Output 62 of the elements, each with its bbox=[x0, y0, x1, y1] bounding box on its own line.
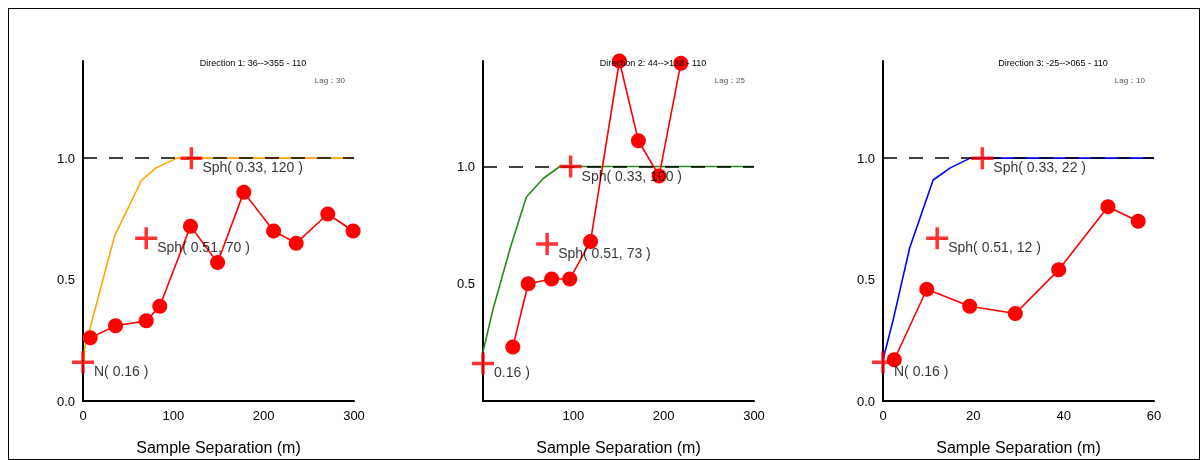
x-axis-title: Sample Separation (m) bbox=[136, 438, 301, 456]
y-tick-label: 0.5 bbox=[856, 272, 875, 288]
x-tick-label: 20 bbox=[966, 408, 981, 423]
x-axis-title: Sample Separation (m) bbox=[936, 438, 1101, 456]
annotation: 0.16 ) bbox=[494, 364, 530, 381]
y-tick-label: 0.0 bbox=[856, 393, 875, 409]
x-tick-label: 60 bbox=[1146, 408, 1162, 423]
annotation: Sph( 0.51, 12 ) bbox=[948, 239, 1041, 256]
point bbox=[926, 227, 949, 250]
y-tick-label: 1.0 bbox=[856, 150, 875, 166]
point bbox=[1007, 306, 1023, 322]
point bbox=[536, 232, 559, 255]
point bbox=[1130, 213, 1146, 229]
point bbox=[919, 281, 935, 297]
annotation: Sph( 0.33, 120 ) bbox=[202, 159, 303, 176]
point bbox=[1100, 199, 1116, 215]
point bbox=[345, 223, 361, 239]
point bbox=[1051, 262, 1067, 278]
point bbox=[183, 218, 198, 234]
y-tick-label: 1.0 bbox=[456, 159, 475, 175]
point bbox=[180, 147, 203, 170]
chart-title: Direction 1: 36-->355 - 110 bbox=[199, 57, 307, 68]
y-tick-label: 0.5 bbox=[456, 276, 475, 292]
point bbox=[520, 276, 536, 292]
x-tick-label: 0 bbox=[79, 408, 87, 423]
x-tick-label: 100 bbox=[562, 408, 585, 423]
point bbox=[152, 298, 168, 314]
x-axis-title: Sample Separation (m) bbox=[536, 438, 701, 456]
point bbox=[962, 298, 978, 314]
point bbox=[630, 133, 646, 149]
point bbox=[108, 318, 124, 334]
x-tick-label: 100 bbox=[162, 408, 185, 423]
x-tick-label: 40 bbox=[1056, 408, 1071, 423]
point bbox=[236, 184, 252, 200]
point bbox=[505, 339, 521, 355]
annotation: N( 0.16 ) bbox=[894, 363, 949, 380]
x-tick-label: 300 bbox=[743, 408, 765, 423]
x-tick-label: 0 bbox=[879, 408, 887, 423]
point bbox=[544, 271, 560, 287]
chart-title: Direction 3: -25-->065 - 110 bbox=[998, 57, 1108, 68]
y-tick-label: 1.0 bbox=[56, 150, 75, 166]
point bbox=[210, 255, 226, 271]
point bbox=[135, 227, 158, 250]
point bbox=[472, 352, 494, 375]
y-tick-label: 0.0 bbox=[56, 393, 75, 409]
annotation: N( 0.16 ) bbox=[94, 363, 149, 380]
point bbox=[82, 330, 98, 346]
point bbox=[971, 147, 994, 170]
annotation: Sph( 0.33, 22 ) bbox=[993, 159, 1086, 176]
point bbox=[72, 351, 94, 374]
point bbox=[138, 313, 154, 329]
text: Lag：25 bbox=[714, 75, 746, 85]
y-tick-label: 0.5 bbox=[56, 272, 75, 288]
x-tick-label: 200 bbox=[652, 408, 675, 423]
point bbox=[266, 223, 282, 239]
point bbox=[562, 271, 578, 287]
text: Lag：30 bbox=[314, 75, 346, 85]
point bbox=[320, 206, 336, 222]
point bbox=[288, 235, 304, 251]
text: Lag：10 bbox=[1114, 75, 1146, 85]
x-tick-label: 200 bbox=[252, 408, 275, 423]
x-tick-label: 300 bbox=[343, 408, 365, 423]
